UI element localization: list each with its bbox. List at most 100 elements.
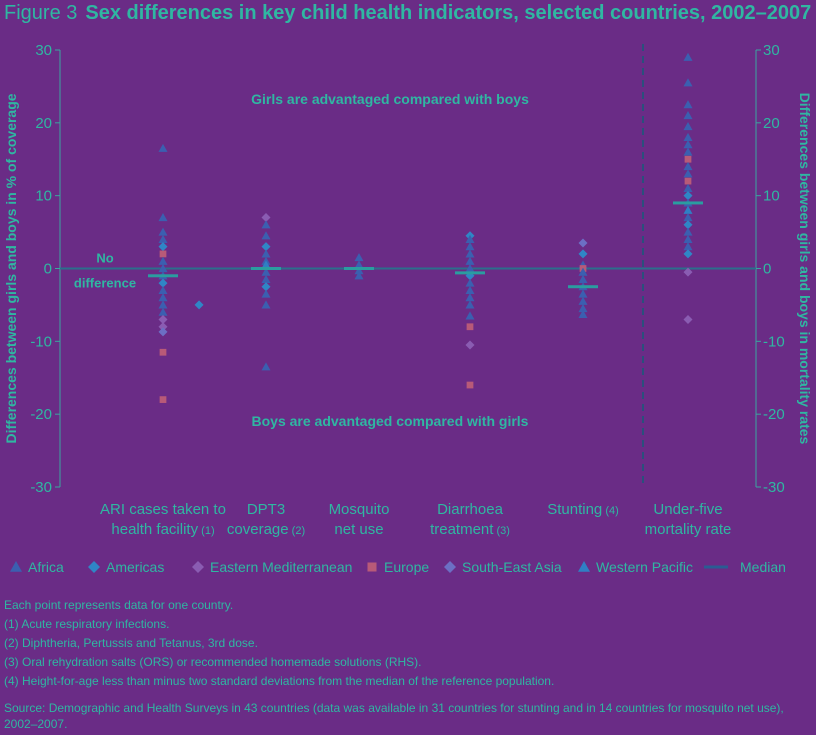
- note-line: (4) Height-for-age less than minus two s…: [4, 674, 555, 688]
- legend-label: Western Pacific: [596, 559, 693, 575]
- legend-label: Eastern Mediterranean: [210, 559, 352, 575]
- data-point: [465, 242, 475, 251]
- data-point: [683, 121, 693, 131]
- data-point: [261, 267, 271, 276]
- data-point: [158, 242, 168, 252]
- data-point: [683, 234, 693, 243]
- data-point: [354, 266, 364, 275]
- left-tick-label: 10: [35, 188, 52, 205]
- chart-svg: 30 20 10 0 -10 -20 -30 30 20 10 0 -10 -20 -30 Differen…: [3, 42, 813, 575]
- data-point: [465, 234, 475, 243]
- data-point: [578, 238, 588, 248]
- legend-label: South-East Asia: [462, 559, 562, 575]
- right-tick-label: -30: [763, 479, 785, 496]
- data-point: [158, 227, 168, 236]
- data-point: [578, 267, 588, 276]
- chart-title: Sex differences in key child health indi…: [85, 2, 812, 24]
- median-mark: [344, 267, 374, 270]
- left-tick-label: 0: [44, 261, 52, 278]
- data-point: [578, 249, 588, 259]
- category-label: Stunting (4): [547, 501, 619, 518]
- data-point: [261, 289, 271, 298]
- median-mark: [251, 267, 281, 270]
- note-line: (3) Oral rehydration salts (ORS) or reco…: [4, 655, 422, 669]
- data-point: [683, 169, 693, 178]
- left-axis-title: Differences between girls and boys in % …: [3, 93, 19, 443]
- annotation-bottom: Boys are advantaged compared with girls: [252, 413, 529, 429]
- data-point: [354, 260, 364, 269]
- data-point: [158, 300, 168, 309]
- data-point: [261, 242, 271, 252]
- note-line: (2) Diphtheria, Pertussis and Tetanus, 3…: [4, 636, 258, 650]
- category-label: treatment (3): [430, 521, 510, 538]
- data-point: [261, 213, 271, 223]
- category-label: health facility (1): [111, 521, 214, 538]
- data-point: [194, 300, 204, 310]
- data-point: [683, 183, 693, 192]
- data-point: [261, 274, 271, 284]
- data-point: [465, 340, 475, 350]
- data-point: [466, 323, 474, 331]
- median-mark: [455, 271, 485, 275]
- legend-label: Americas: [106, 559, 164, 575]
- left-tick-label: 20: [35, 115, 52, 132]
- category-note: (3): [493, 525, 510, 537]
- right-tick-label: 10: [763, 188, 780, 205]
- data-point: [683, 213, 693, 222]
- data-point: [261, 260, 271, 269]
- data-point: [683, 227, 693, 236]
- legend-label: Africa: [28, 559, 64, 575]
- data-point: [261, 249, 271, 258]
- data-point: [158, 213, 168, 222]
- category-note: (1): [198, 525, 215, 537]
- left-tick-label: -20: [30, 406, 52, 423]
- data-point: [684, 177, 692, 185]
- data-point: [683, 242, 693, 251]
- data-point: [465, 311, 475, 320]
- right-tick-label: -10: [763, 333, 785, 350]
- left-tick-label: -10: [30, 333, 52, 350]
- right-tick-label: -20: [763, 406, 785, 423]
- left-tick-label: -30: [30, 479, 52, 496]
- category-label: DPT3: [247, 501, 285, 518]
- legend-label: Median: [740, 559, 786, 575]
- data-point: [578, 309, 588, 318]
- data-point: [158, 278, 168, 288]
- data-point: [683, 162, 693, 171]
- data-point: [261, 362, 271, 371]
- category-label: coverage (2): [227, 521, 305, 538]
- data-point: [683, 140, 693, 149]
- legend-marker: [192, 561, 204, 573]
- note-line: (1) Acute respiratory infections.: [4, 617, 170, 631]
- data-point: [465, 271, 475, 281]
- data-point: [159, 250, 167, 258]
- category-label: Diarrhoea: [437, 501, 504, 518]
- data-point: [465, 278, 475, 287]
- category-note: (4): [602, 505, 619, 517]
- chart-notes: Each point represents data for one count…: [4, 596, 812, 691]
- data-point: [683, 147, 693, 156]
- right-tick-label: 0: [763, 261, 771, 278]
- right-axis-title: Differences between girls and boys in mo…: [797, 93, 813, 445]
- data-point: [683, 191, 693, 201]
- data-point: [261, 282, 271, 292]
- no-difference-label: No: [96, 251, 113, 266]
- figure-title: Figure 3 Sex differences in key child hea…: [4, 2, 814, 25]
- left-tick-label: 30: [35, 42, 52, 59]
- data-point: [683, 267, 693, 277]
- data-point: [158, 264, 168, 273]
- legend-marker: [10, 561, 22, 572]
- data-point: [683, 314, 693, 324]
- data-point: [261, 300, 271, 309]
- data-point: [158, 314, 168, 324]
- data-point: [354, 271, 364, 280]
- data-point: [683, 78, 693, 87]
- data-point: [683, 205, 693, 214]
- data-point: [465, 249, 475, 258]
- category-label: net use: [334, 521, 383, 538]
- median-mark: [568, 285, 598, 289]
- data-point: [465, 293, 475, 302]
- data-point: [578, 304, 588, 313]
- annotation-top: Girls are advantaged compared with boys: [251, 91, 529, 107]
- note-line: Each point represents data for one count…: [4, 598, 234, 612]
